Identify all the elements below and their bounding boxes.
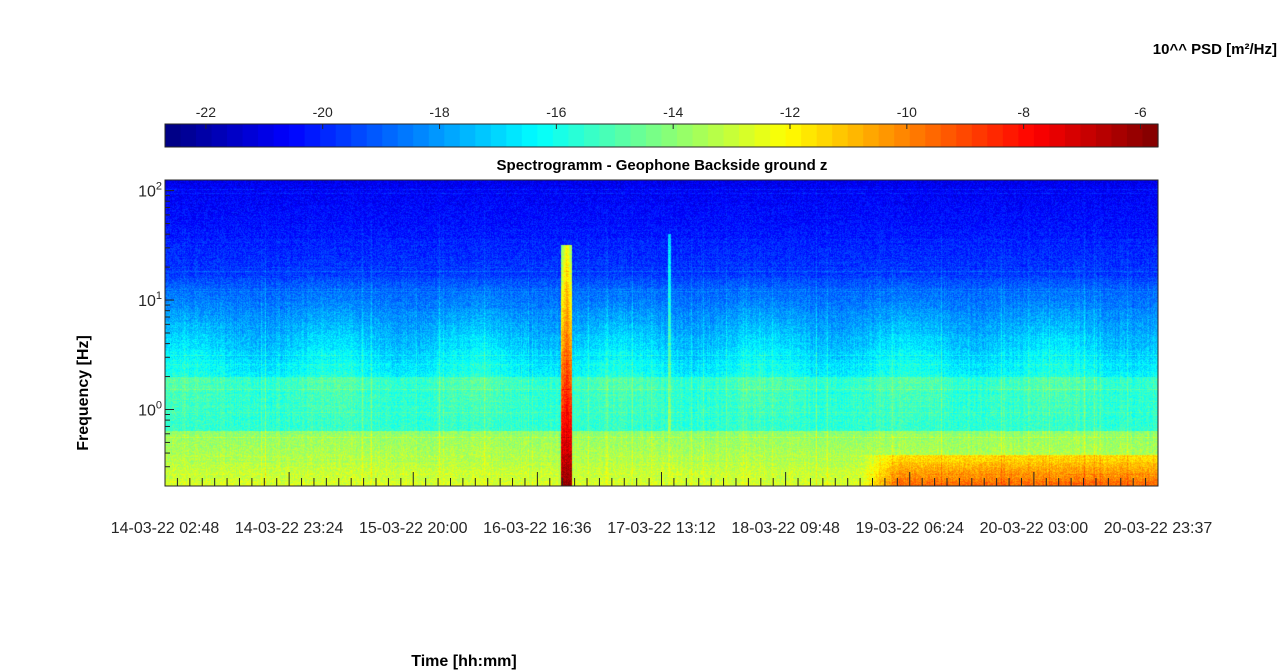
- spectrogram-heatmap: [164, 179, 1159, 487]
- colorbar-swatch: [382, 124, 399, 147]
- colorbar-swatch: [847, 124, 864, 147]
- colorbar-swatch: [692, 124, 709, 147]
- colorbar-swatch: [1033, 124, 1050, 147]
- colorbar-swatch: [444, 124, 461, 147]
- colorbar-swatch: [785, 124, 802, 147]
- colorbar-swatch: [677, 124, 694, 147]
- colorbar-swatch: [428, 124, 445, 147]
- colorbar-tick-label: -22: [196, 104, 216, 120]
- x-tick-label: 20-03-22 23:37: [1104, 520, 1213, 537]
- colorbar-tick-label: -8: [1017, 104, 1030, 120]
- colorbar-swatch: [925, 124, 942, 147]
- colorbar-swatch: [708, 124, 725, 147]
- colorbar-swatch: [909, 124, 926, 147]
- colorbar-swatch: [645, 124, 663, 147]
- colorbar-swatch: [832, 124, 849, 147]
- colorbar-swatch: [1018, 124, 1035, 147]
- colorbar-swatch: [863, 124, 880, 147]
- colorbar-tick-label: -18: [429, 104, 449, 120]
- colorbar-swatch: [211, 124, 228, 147]
- colorbar-swatch: [956, 124, 973, 147]
- colorbar-swatch: [490, 124, 507, 147]
- colorbar-swatch: [521, 124, 538, 147]
- colorbar-swatch: [320, 124, 337, 147]
- colorbar-tick-label: -12: [780, 104, 800, 120]
- colorbar-swatch: [180, 124, 197, 147]
- x-tick-label: 19-03-22 06:24: [855, 520, 964, 537]
- x-tick-label: 16-03-22 16:36: [483, 520, 592, 537]
- x-tick-label: 14-03-22 02:48: [111, 520, 220, 537]
- colorbar-swatch: [801, 124, 818, 147]
- colorbar-swatch: [366, 124, 383, 147]
- colorbar-swatch: [289, 124, 306, 147]
- colorbar-swatch: [397, 124, 414, 147]
- colorbar-swatch: [568, 124, 585, 147]
- y-tick-label: 102: [138, 181, 162, 201]
- colorbar-swatch: [1049, 124, 1066, 147]
- x-tick-label: 17-03-22 13:12: [607, 520, 716, 537]
- y-tick-label: 101: [138, 290, 162, 310]
- colorbar-swatch: [1064, 124, 1082, 147]
- y-tick-label: 100: [138, 400, 162, 420]
- colorbar-swatch: [661, 124, 678, 147]
- colorbar-swatch: [552, 124, 570, 147]
- colorbar-swatch: [878, 124, 895, 147]
- colorbar-tick-label: -6: [1134, 104, 1147, 120]
- colorbar-swatch: [335, 124, 352, 147]
- y-axis-label: Frequency [Hz]: [75, 335, 92, 451]
- x-axis-label: Time [hh:mm]: [411, 653, 516, 670]
- colorbar-swatch: [1095, 124, 1113, 147]
- colorbar-tick-label: -20: [313, 104, 333, 120]
- colorbar-swatch: [537, 124, 554, 147]
- colorbar-swatch: [816, 124, 833, 147]
- colorbar-swatch: [413, 124, 430, 147]
- colorbar-swatch: [227, 124, 244, 147]
- x-tick-label: 20-03-22 03:00: [980, 520, 1089, 537]
- colorbar-tick-label: -14: [663, 104, 683, 120]
- colorbar-swatch: [739, 124, 756, 147]
- colorbar-swatch: [971, 124, 988, 147]
- colorbar-swatch: [196, 124, 213, 147]
- colorbar-tick-label: -10: [897, 104, 917, 120]
- colorbar-swatch: [987, 124, 1004, 147]
- x-tick-label: 15-03-22 20:00: [359, 520, 468, 537]
- colorbar-swatch: [754, 124, 771, 147]
- colorbar-swatch: [258, 124, 275, 147]
- x-tick-label: 18-03-22 09:48: [731, 520, 840, 537]
- x-axis: 14-03-22 02:48 14-03-22 23:24 15-03-22 20:…: [111, 472, 1213, 537]
- colorbar-swatch: [1111, 124, 1128, 147]
- colorbar-swatch: [459, 124, 476, 147]
- colorbar-label: 10^^ PSD [m²/Hz]: [1153, 41, 1277, 58]
- colorbar-swatch: [599, 124, 616, 147]
- colorbar-swatch: [304, 124, 321, 147]
- colorbar-swatch: [1002, 124, 1019, 147]
- colorbar-swatch: [1142, 124, 1159, 147]
- colorbar-swatch: [273, 124, 290, 147]
- colorbar-swatch: [614, 124, 632, 147]
- y-axis: 100 101 102: [138, 180, 174, 487]
- colorbar-swatch: [242, 124, 259, 147]
- colorbar-swatch: [583, 124, 601, 147]
- colorbar-swatch: [1080, 124, 1097, 147]
- chart-title: Spectrogramm - Geophone Backside ground …: [497, 157, 828, 174]
- colorbar-tick-label: -16: [546, 104, 566, 120]
- colorbar-swatch: [723, 124, 740, 147]
- colorbar-swatch: [630, 124, 647, 147]
- colorbar: -22 -20 -18 -16 -14 -12 -10 -8 -6: [164, 104, 1159, 148]
- colorbar-swatch: [1126, 124, 1144, 147]
- colorbar-swatch: [165, 124, 182, 147]
- colorbar-swatch: [351, 124, 368, 147]
- colorbar-swatch: [770, 124, 787, 147]
- colorbar-swatch: [894, 124, 911, 147]
- colorbar-swatch: [940, 124, 957, 147]
- x-tick-label: 14-03-22 23:24: [235, 520, 344, 537]
- colorbar-swatch: [506, 124, 523, 147]
- colorbar-swatch: [475, 124, 492, 147]
